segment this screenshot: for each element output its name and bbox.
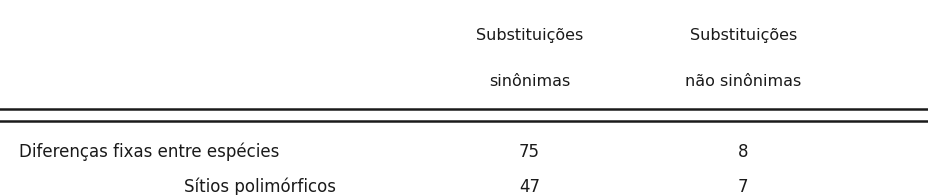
Text: Substituições: Substituições — [689, 28, 796, 43]
Text: não sinônimas: não sinônimas — [684, 74, 801, 89]
Text: 7: 7 — [737, 178, 748, 195]
Text: Diferenças fixas entre espécies: Diferenças fixas entre espécies — [19, 143, 278, 161]
Text: sinônimas: sinônimas — [488, 74, 570, 89]
Text: Substituições: Substituições — [475, 28, 583, 43]
Text: 8: 8 — [737, 143, 748, 161]
Text: 75: 75 — [519, 143, 539, 161]
Text: 47: 47 — [519, 178, 539, 195]
Text: Sítios polimórficos: Sítios polimórficos — [184, 178, 336, 195]
